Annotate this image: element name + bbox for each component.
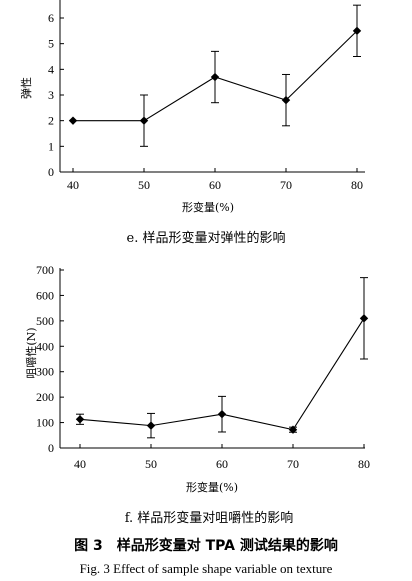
- y-tick-label: 1: [48, 139, 54, 153]
- y-tick-label: 700: [36, 263, 54, 277]
- x-axis-label: 形变量(%): [186, 480, 238, 494]
- x-tick-label: 60: [209, 178, 221, 192]
- chart-elasticity: 弹性 形变量(%) e. 样品形变量对弹性的影响 0 1 2 3 4 5 6 40 50 60 70…: [19, 0, 365, 246]
- chart-chewiness: 咀嚼性(N) 形变量(%) f. 样品形变量对咀嚼性的影响 0 100 200 300…: [24, 263, 370, 526]
- x-axis-label: 形变量(%): [182, 200, 234, 214]
- x-tick-label: 50: [145, 457, 157, 471]
- y-tick-label: 500: [36, 314, 54, 328]
- x-tick-label: 80: [358, 457, 370, 471]
- data-point: [281, 95, 291, 105]
- data-point: [68, 116, 78, 125]
- data-point: [359, 314, 369, 323]
- x-tick-label: 70: [287, 457, 299, 471]
- y-tick-label: 200: [36, 390, 54, 404]
- y-tick-label: 5: [48, 37, 54, 51]
- data-point: [352, 26, 362, 36]
- panel-caption: e. 样品形变量对弹性的影响: [127, 230, 286, 246]
- figure-title: 图 3 样品形变量对 TPA 测试结果的影响: [74, 537, 338, 554]
- data-point: [139, 116, 149, 125]
- y-tick-label: 2: [48, 114, 54, 128]
- data-point: [217, 409, 227, 419]
- y-tick-label: 4: [48, 62, 54, 76]
- y-tick-label: 3: [48, 88, 54, 102]
- y-tick-label: 6: [48, 11, 54, 25]
- x-tick-label: 50: [138, 178, 150, 192]
- y-tick-label: 0: [48, 165, 54, 179]
- y-axis-label: 弹性: [19, 77, 33, 99]
- data-point: [210, 72, 220, 82]
- data-point: [146, 421, 156, 430]
- data-point: [288, 425, 298, 434]
- x-tick-label: 40: [67, 178, 79, 192]
- figure-title-en: Fig. 3 Effect of sample shape variable o…: [80, 561, 333, 576]
- y-axis-label: 咀嚼性(N): [24, 327, 38, 378]
- x-tick-label: 60: [216, 457, 228, 471]
- panel-caption: f. 样品形变量对咀嚼性的影响: [125, 510, 294, 526]
- x-tick-label: 70: [280, 178, 292, 192]
- data-point: [75, 415, 85, 424]
- x-tick-label: 80: [351, 178, 363, 192]
- y-tick-label: 300: [36, 365, 54, 379]
- y-tick-label: 400: [36, 339, 54, 353]
- y-tick-label: 100: [36, 416, 54, 430]
- y-tick-label: 0: [48, 441, 54, 455]
- x-tick-label: 40: [74, 457, 86, 471]
- y-tick-label: 600: [36, 288, 54, 302]
